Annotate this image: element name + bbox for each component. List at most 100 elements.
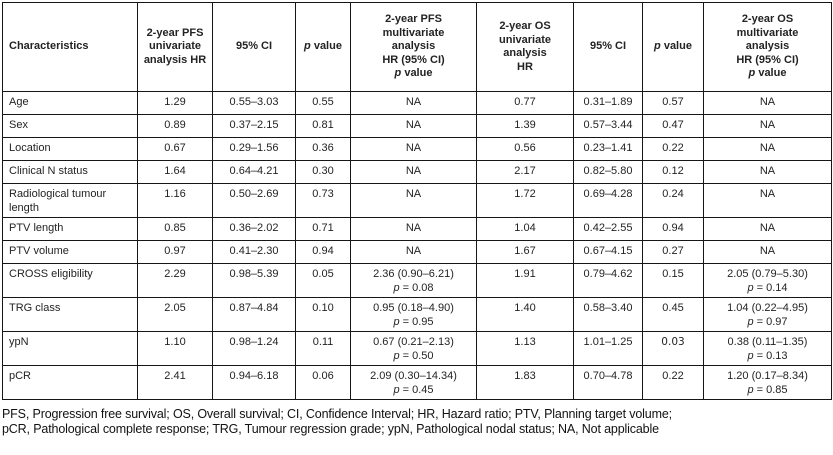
value-cell-pfs-ci: 0.98–5.39: [212, 263, 296, 298]
column-header-pfs-ci: 95% CI: [212, 2, 296, 92]
table-row-ptv-length: PTV length 0.85 0.36–2.02 0.71 NA 1.04 0.42–2.…: [2, 217, 832, 241]
characteristic-cell: Radiological tumour length: [2, 183, 138, 218]
table-header-row: Characteristics 2-year PFS univariate analy…: [2, 2, 832, 92]
value-cell-pfs-multivariate: 0.67 (0.21–2.13) p = 0.50: [350, 331, 477, 366]
value-cell-pfs-multivariate: NA: [350, 183, 477, 218]
value-cell-os-ci: 0.67–4.15: [573, 240, 643, 264]
table-row-ptv-volume: PTV volume 0.97 0.41–2.30 0.94 NA 1.67 0.67–4.…: [2, 240, 832, 264]
table-row-pcr: pCR 2.41 0.94–6.18 0.06 2.09 (0.30–14.34) p =…: [2, 365, 832, 400]
value-cell-os-p-value: 0.15: [642, 263, 704, 298]
value-cell-pfs-p-value: 0.11: [295, 331, 351, 366]
value-cell-os-univariate-hr: 1.13: [476, 331, 574, 366]
value-cell-os-multivariate: NA: [703, 160, 832, 184]
value-cell-pfs-univariate-hr: 2.29: [137, 263, 213, 298]
column-header-os-ci: 95% CI: [573, 2, 643, 92]
table-row-radiological-tumour-length: Radiological tumour length 1.16 0.50–2.69 0…: [2, 183, 832, 218]
value-cell-pfs-p-value: 0.30: [295, 160, 351, 184]
table-row-trg-class: TRG class 2.05 0.87–4.84 0.10 0.95 (0.18–4.9…: [2, 297, 832, 332]
value-cell-os-multivariate: 0.38 (0.11–1.35) p = 0.13: [703, 331, 832, 366]
characteristic-cell: pCR: [2, 365, 138, 400]
value-cell-pfs-univariate-hr: 0.85: [137, 217, 213, 241]
value-cell-pfs-univariate-hr: 1.29: [137, 91, 213, 115]
table-row-sex: Sex 0.89 0.37–2.15 0.81 NA 1.39 0.57–3.44 0.47 N…: [2, 114, 832, 138]
value-cell-pfs-p-value: 0.05: [295, 263, 351, 298]
value-cell-os-multivariate: NA: [703, 183, 832, 218]
value-cell-pfs-p-value: 0.94: [295, 240, 351, 264]
column-header-pfs-p-value: p value: [295, 2, 351, 92]
column-header-characteristics: Characteristics: [2, 2, 138, 92]
value-cell-pfs-univariate-hr: 1.64: [137, 160, 213, 184]
value-cell-os-p-value: 0.12: [642, 160, 704, 184]
table-row-clinical-n-status: Clinical N status 1.64 0.64–4.21 0.30 NA 2.17…: [2, 160, 832, 184]
value-cell-os-ci: 0.69–4.28: [573, 183, 643, 218]
value-cell-os-univariate-hr: 1.40: [476, 297, 574, 332]
column-header-os-univariate-hr: 2-year OS univariate analysis HR: [476, 2, 574, 92]
value-cell-pfs-p-value: 0.73: [295, 183, 351, 218]
value-cell-os-ci: 0.82–5.80: [573, 160, 643, 184]
value-cell-pfs-ci: 0.87–4.84: [212, 297, 296, 332]
value-cell-os-p-value: 0.47: [642, 114, 704, 138]
characteristic-cell: PTV length: [2, 217, 138, 241]
value-cell-os-univariate-hr: 1.72: [476, 183, 574, 218]
value-cell-pfs-multivariate: NA: [350, 91, 477, 115]
value-cell-os-p-value: 0.57: [642, 91, 704, 115]
column-header-os-p-value: p value: [642, 2, 704, 92]
value-cell-pfs-ci: 0.64–4.21: [212, 160, 296, 184]
value-cell-os-ci: 0.79–4.62: [573, 263, 643, 298]
value-cell-pfs-ci: 0.55–3.03: [212, 91, 296, 115]
value-cell-os-multivariate: NA: [703, 217, 832, 241]
characteristic-cell: PTV volume: [2, 240, 138, 264]
value-cell-pfs-multivariate: 2.09 (0.30–14.34) p = 0.45: [350, 365, 477, 400]
value-cell-os-p-value: 0.22: [642, 137, 704, 161]
value-cell-pfs-univariate-hr: 0.67: [137, 137, 213, 161]
characteristic-cell: ypN: [2, 331, 138, 366]
column-header-pfs-multivariate: 2-year PFS multivariate analysis HR (95% CI…: [350, 2, 477, 92]
table-row-age: Age 1.29 0.55–3.03 0.55 NA 0.77 0.31–1.89 0.57 N…: [2, 91, 832, 115]
value-cell-os-multivariate: NA: [703, 137, 832, 161]
value-cell-pfs-p-value: 0.55: [295, 91, 351, 115]
value-cell-os-univariate-hr: 0.56: [476, 137, 574, 161]
value-cell-pfs-multivariate: NA: [350, 217, 477, 241]
table-row-cross-eligibility: CROSS eligibility 2.29 0.98–5.39 0.05 2.36 (…: [2, 263, 832, 298]
value-cell-pfs-univariate-hr: 2.41: [137, 365, 213, 400]
characteristic-cell: CROSS eligibility: [2, 263, 138, 298]
value-cell-pfs-ci: 0.98–1.24: [212, 331, 296, 366]
value-cell-os-p-value: 0.22: [642, 365, 704, 400]
value-cell-pfs-multivariate: NA: [350, 160, 477, 184]
value-cell-os-multivariate: NA: [703, 240, 832, 264]
value-cell-os-p-value: 0.94: [642, 217, 704, 241]
value-cell-os-ci: 0.58–3.40: [573, 297, 643, 332]
value-cell-pfs-multivariate: 0.95 (0.18–4.90) p = 0.95: [350, 297, 477, 332]
value-cell-pfs-multivariate: NA: [350, 114, 477, 138]
value-cell-os-ci: 0.42–2.55: [573, 217, 643, 241]
value-cell-pfs-p-value: 0.06: [295, 365, 351, 400]
value-cell-pfs-univariate-hr: 1.10: [137, 331, 213, 366]
value-cell-pfs-univariate-hr: 0.89: [137, 114, 213, 138]
value-cell-os-multivariate: NA: [703, 114, 832, 138]
value-cell-pfs-ci: 0.36–2.02: [212, 217, 296, 241]
value-cell-pfs-p-value: 0.71: [295, 217, 351, 241]
column-header-os-multivariate: 2-year OS multivariate analysis HR (95% CI)…: [703, 2, 832, 92]
value-cell-os-ci: 0.23–1.41: [573, 137, 643, 161]
characteristic-cell: Location: [2, 137, 138, 161]
value-cell-pfs-ci: 0.29–1.56: [212, 137, 296, 161]
table-row-ypn: ypN 1.10 0.98–1.24 0.11 0.67 (0.21–2.13) p = …: [2, 331, 832, 366]
value-cell-pfs-multivariate: 2.36 (0.90–6.21) p = 0.08: [350, 263, 477, 298]
value-cell-pfs-multivariate: NA: [350, 240, 477, 264]
page: Characteristics 2-year PFS univariate analy…: [2, 2, 833, 437]
column-header-pfs-univariate-hr: 2-year PFS univariate analysis HR: [137, 2, 213, 92]
value-cell-os-ci: 0.31–1.89: [573, 91, 643, 115]
value-cell-os-multivariate: 2.05 (0.79–5.30) p = 0.14: [703, 263, 832, 298]
value-cell-os-univariate-hr: 1.91: [476, 263, 574, 298]
value-cell-os-p-value: 0.03: [642, 331, 704, 366]
value-cell-pfs-ci: 0.41–2.30: [212, 240, 296, 264]
value-cell-os-ci: 1.01–1.25: [573, 331, 643, 366]
table-row-location: Location 0.67 0.29–1.56 0.36 NA 0.56 0.23–1.41…: [2, 137, 832, 161]
value-cell-os-p-value: 0.24: [642, 183, 704, 218]
value-cell-pfs-multivariate: NA: [350, 137, 477, 161]
value-cell-os-univariate-hr: 1.39: [476, 114, 574, 138]
abbreviations-footnote: PFS, Progression free survival; OS, Over…: [2, 407, 833, 437]
value-cell-os-univariate-hr: 1.04: [476, 217, 574, 241]
value-cell-os-multivariate: NA: [703, 91, 832, 115]
value-cell-pfs-univariate-hr: 1.16: [137, 183, 213, 218]
